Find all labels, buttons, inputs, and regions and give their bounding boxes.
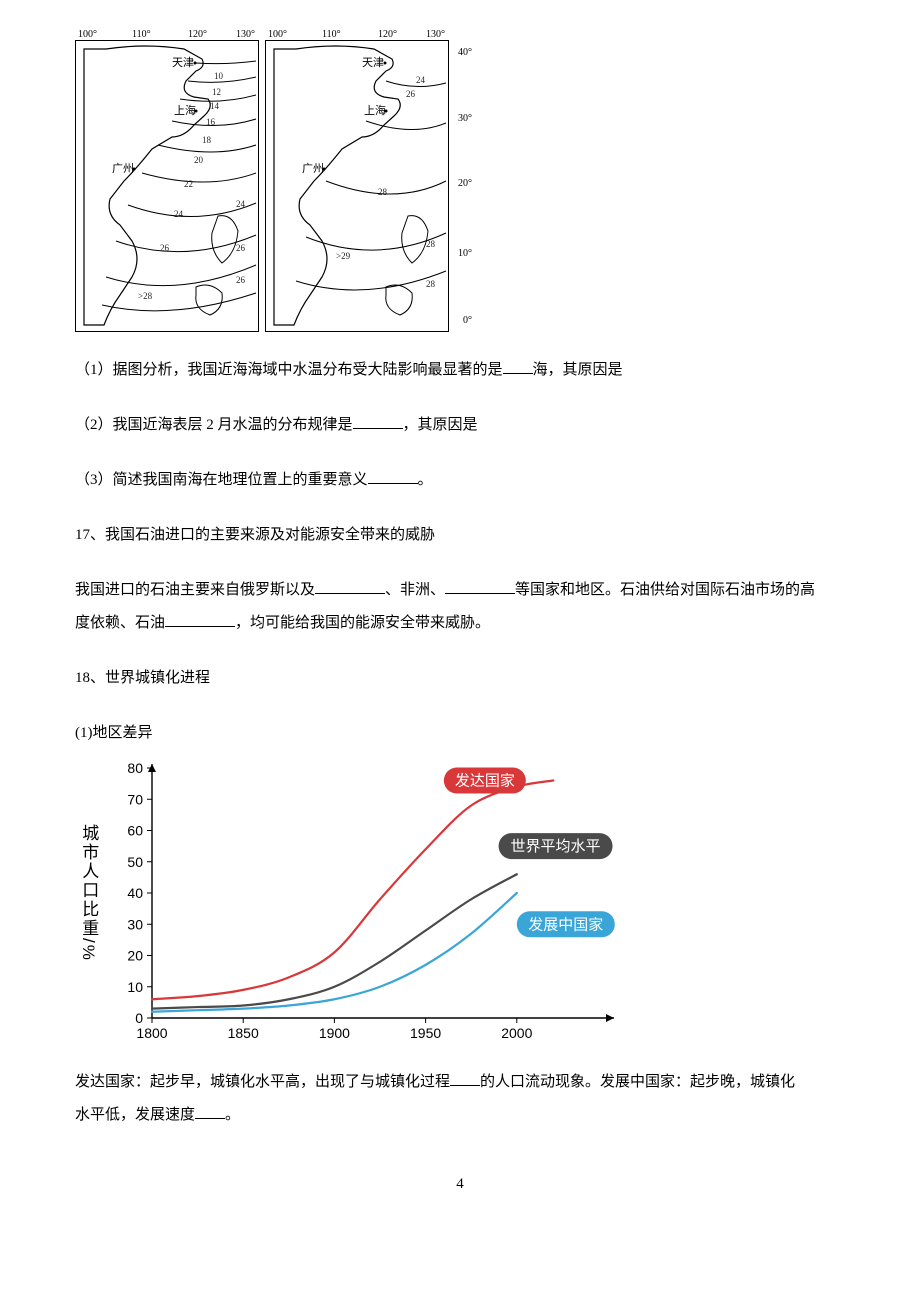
text: 等国家和地区。石油供给对国际石油市场的高 [515, 582, 815, 598]
q18-summary: 发达国家：起步早，城镇化水平高，出现了与城镇化过程 的人口流动现象。发展中国家：起… [75, 1066, 845, 1132]
text: 。 [418, 472, 433, 488]
svg-text:1800: 1800 [137, 1025, 168, 1041]
map-left-svg [76, 41, 258, 331]
lat-label: 0° [463, 313, 472, 329]
city-label: 广州 [112, 161, 134, 179]
q18-sub: (1)地区差异 [75, 717, 845, 750]
svg-text:世界平均水平: 世界平均水平 [511, 838, 601, 855]
svg-text:2000: 2000 [501, 1025, 532, 1041]
svg-text:1950: 1950 [410, 1025, 441, 1041]
text: 。 [225, 1107, 240, 1123]
chart-svg: 0 10 20 30 40 50 60 70 80 1800 1850 1900 1950 2000 发达国… [108, 758, 628, 1048]
lat-label: 20° [458, 176, 472, 192]
city-label: 上海 [364, 103, 386, 121]
blank [450, 1070, 480, 1086]
page-number: 4 [75, 1172, 845, 1196]
city-label: 上海 [174, 103, 196, 121]
blank [368, 468, 418, 484]
text: 的人口流动现象。发展中国家：起步晚，城镇化 [480, 1074, 795, 1090]
svg-text:20: 20 [128, 948, 144, 964]
svg-text:50: 50 [128, 854, 144, 870]
blank [165, 611, 235, 627]
q18-title: 18、世界城镇化进程 [75, 662, 845, 695]
svg-text:10: 10 [128, 979, 144, 995]
q1-part2: （2）我国近海表层 2 月水温的分布规律是 ，其原因是 [75, 409, 845, 442]
svg-text:70: 70 [128, 791, 144, 807]
svg-text:1850: 1850 [228, 1025, 259, 1041]
lat-label: 40° [458, 45, 472, 61]
text: （1）据图分析，我国近海海域中水温分布受大陆影响最显著的是 [75, 362, 503, 378]
blank [503, 358, 533, 374]
map-right: 100° 110° 120° 130° 40° 30° 20° 10° 0° 天… [265, 40, 449, 332]
svg-text:80: 80 [128, 760, 144, 776]
svg-text:60: 60 [128, 823, 144, 839]
svg-text:发达国家: 发达国家 [455, 773, 515, 790]
city-label: 天津 [362, 55, 384, 73]
text: 度依赖、石油 [75, 615, 165, 631]
text: 、非洲、 [385, 582, 445, 598]
blank [315, 578, 385, 594]
blank [353, 413, 403, 429]
lat-label: 10° [458, 246, 472, 262]
text: 我国进口的石油主要来自俄罗斯以及 [75, 582, 315, 598]
svg-text:40: 40 [128, 885, 144, 901]
blank [195, 1103, 225, 1119]
city-label: 广州 [302, 161, 324, 179]
text: 发达国家：起步早，城镇化水平高，出现了与城镇化过程 [75, 1074, 450, 1090]
urbanization-chart: 城市人口比重/% 0 10 20 30 40 50 60 70 80 1800 1850 1900 19… [75, 758, 845, 1048]
svg-text:1900: 1900 [319, 1025, 350, 1041]
text: 海，其原因是 [533, 362, 623, 378]
q17-title: 17、我国石油进口的主要来源及对能源安全带来的威胁 [75, 519, 845, 552]
chart-ylabel: 城市人口比重/% [75, 824, 102, 962]
svg-text:30: 30 [128, 916, 144, 932]
svg-text:发展中国家: 发展中国家 [528, 916, 603, 933]
text: ，均可能给我国的能源安全带来威胁。 [235, 615, 490, 631]
q17-body: 我国进口的石油主要来自俄罗斯以及 、非洲、 等国家和地区。石油供给对国际石油市场的高… [75, 574, 845, 640]
q1-part1: （1）据图分析，我国近海海域中水温分布受大陆影响最显著的是 海，其原因是 [75, 354, 845, 387]
lat-label: 30° [458, 111, 472, 127]
page: 100° 110° 120° 130° 40° 30° 20° 10° 0° [0, 0, 920, 1236]
text: ，其原因是 [403, 417, 478, 433]
q1-part3: （3）简述我国南海在地理位置上的重要意义 。 [75, 464, 845, 497]
text: （3）简述我国南海在地理位置上的重要意义 [75, 472, 368, 488]
map-left: 100° 110° 120° 130° 40° 30° 20° 10° 0° [75, 40, 259, 332]
city-label: 天津 [172, 55, 194, 73]
blank [445, 578, 515, 594]
text: 水平低，发展速度 [75, 1107, 195, 1123]
sea-temp-maps: 100° 110° 120° 130° 40° 30° 20° 10° 0° [75, 40, 845, 332]
svg-text:0: 0 [135, 1010, 143, 1026]
text: （2）我国近海表层 2 月水温的分布规律是 [75, 417, 353, 433]
